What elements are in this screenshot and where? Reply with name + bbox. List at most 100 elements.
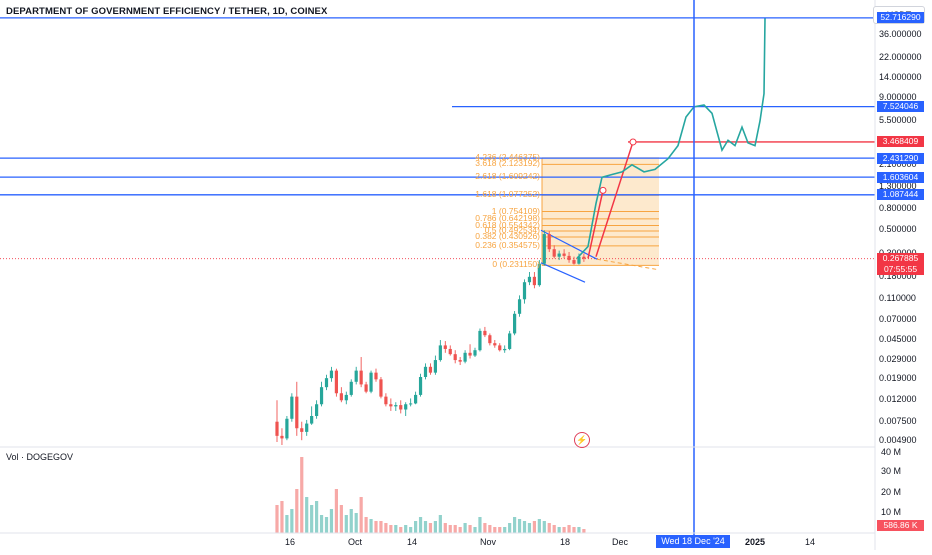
candle-body (433, 360, 437, 373)
price-tick: 5.500000 (879, 114, 917, 125)
volume-bar (513, 517, 517, 533)
price-tag: 52.716290 (877, 12, 924, 24)
candle-body (280, 435, 284, 439)
candle-body (414, 394, 418, 404)
price-tag: 0.267885 (877, 253, 924, 265)
volume-bar (354, 513, 358, 533)
volume-bar (305, 497, 309, 533)
candle-body (493, 343, 497, 346)
candle-body (532, 276, 536, 286)
volume-bar (488, 525, 492, 533)
red-arrow-2 (595, 141, 634, 257)
time-tick: 18 (559, 537, 571, 547)
volume-bar (280, 501, 284, 533)
candle-body (458, 360, 462, 362)
volume-bar (414, 521, 418, 533)
price-tick: 0.300000 (879, 248, 917, 258)
volume-bar (463, 523, 467, 533)
fib-label: 0.236 (0.354575) (475, 239, 540, 250)
volume-bar (319, 515, 324, 533)
volume-bar (285, 515, 289, 533)
price-tick: 22.000000 (879, 51, 922, 62)
candle-body (463, 352, 467, 362)
volume-bar (315, 501, 319, 533)
candle-body (478, 330, 482, 351)
volume-bar (300, 457, 304, 533)
candle-body (409, 403, 413, 405)
fib-label: 1 (0.754109) (491, 205, 540, 216)
candle-body (438, 345, 442, 361)
volume-bar (389, 525, 393, 533)
candle-body (379, 379, 383, 397)
candle-body (354, 370, 358, 382)
volume-bar (483, 523, 487, 533)
candle-body (448, 348, 452, 355)
volume-bar (334, 489, 338, 533)
candle-body (418, 376, 423, 395)
price-tick: 0.070000 (879, 313, 917, 324)
candle-body (572, 260, 576, 264)
candle-body (295, 396, 299, 429)
volume-bar (384, 523, 388, 533)
candle-body (562, 253, 566, 256)
volume-bar (532, 521, 536, 533)
candle-body (334, 370, 338, 394)
price-tag: 7.524046 (877, 101, 924, 113)
volume-bar (557, 527, 561, 533)
candle-body (290, 396, 294, 419)
price-tick: 9.000000 (879, 92, 917, 103)
candle-body (423, 366, 428, 377)
fib-label: 0.786 (0.642198) (475, 212, 540, 223)
volume-bar (394, 525, 398, 533)
time-tick: 14 (406, 537, 418, 547)
volume-bar (364, 517, 368, 533)
candle-body (468, 352, 472, 356)
volume-bar (537, 519, 541, 533)
candle-body (443, 345, 447, 349)
price-tag: 1.603604 (877, 171, 924, 183)
volume-bar (458, 527, 462, 533)
volume-bar (349, 509, 353, 533)
price-tag: 3.468409 (877, 136, 924, 148)
volume-bar (508, 523, 512, 533)
fib-label: 3.618 (2.123192) (475, 158, 540, 169)
volume-bar (493, 527, 497, 533)
channel-line-bottom (540, 262, 586, 283)
price-tick: 0.004900 (879, 435, 917, 446)
volume-bar (399, 527, 403, 533)
price-tick: 14.000000 (879, 72, 922, 83)
volume-bar (409, 527, 413, 533)
candle-body (577, 256, 581, 264)
fibonacci-extension (541, 157, 659, 266)
price-tag: 2.431290 (877, 152, 924, 164)
volume-bar (344, 515, 348, 533)
price-tag: 07:55:55 (877, 264, 924, 276)
chart-title: DEPARTMENT OF GOVERNMENT EFFICIENCY / TE… (6, 6, 328, 17)
candle-body (473, 350, 477, 356)
candle-body (305, 423, 309, 432)
candle-body (483, 330, 487, 336)
candles (275, 230, 586, 445)
lightning-icon[interactable]: ⚡ (574, 432, 590, 448)
red-arrow-2-head (629, 138, 637, 146)
candle-body (384, 396, 388, 405)
fib-label: 1.618 (1.077252) (475, 189, 540, 200)
candle-body (329, 370, 334, 379)
volume-tick: 10 M (881, 507, 902, 517)
volume-bar (503, 527, 507, 533)
red-arrow-1 (587, 190, 604, 259)
price-tag: 1.087444 (877, 189, 924, 201)
volume-bar (498, 527, 502, 533)
price-tick: 1.300000 (879, 180, 917, 191)
crosshair-date-label: Wed 18 Dec '24 (656, 535, 730, 548)
volume-bar (473, 527, 477, 533)
candle-body (537, 263, 541, 286)
volume-bar (404, 525, 408, 533)
volume-bar (324, 517, 329, 533)
price-tick: 0.012000 (879, 394, 917, 405)
price-tick: 0.029000 (879, 354, 917, 365)
volume-bar (329, 509, 334, 533)
volume-bar (374, 521, 378, 533)
